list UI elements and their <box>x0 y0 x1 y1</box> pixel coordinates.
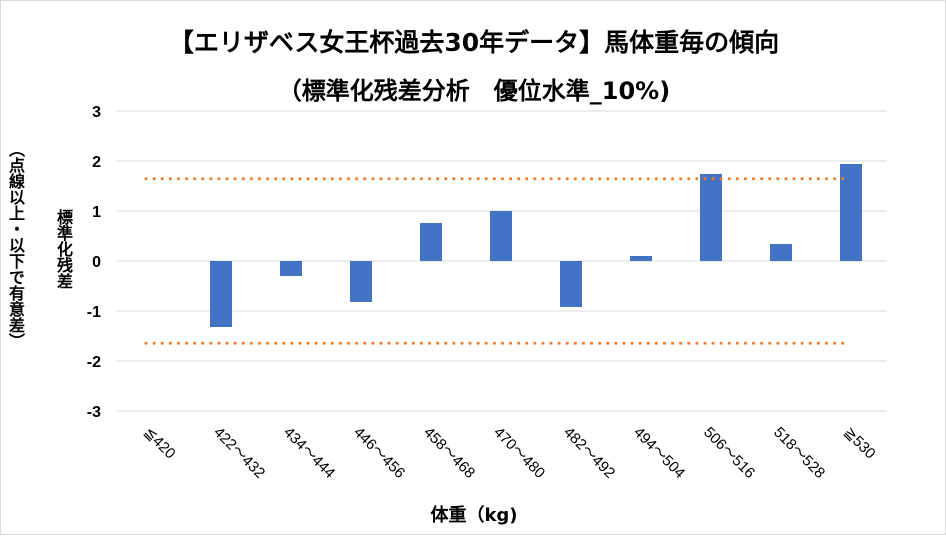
bar <box>280 261 302 276</box>
x-tick-label: 446～456 <box>350 424 408 482</box>
y-tick-label: -2 <box>87 354 101 371</box>
bar <box>770 244 792 261</box>
chart-title: 【エリザベス女王杯過去30年データ】馬体重毎の傾向 <box>168 28 780 57</box>
bar <box>490 211 512 261</box>
bar <box>700 174 722 261</box>
y-tick-label: -3 <box>87 404 101 421</box>
x-tick-label: 506～516 <box>700 424 758 482</box>
y-tick-label: 3 <box>92 104 101 121</box>
x-tick-label: 482～492 <box>560 424 618 482</box>
y-axis-label: 標準化残差 <box>54 209 73 289</box>
x-tick-label: 434～444 <box>280 424 338 482</box>
x-tick-label: 494～504 <box>630 424 688 482</box>
x-tick-label: 470～480 <box>490 424 548 482</box>
bar <box>560 261 582 307</box>
chart-subtitle: （標準化残差分析 優位水準_10%) <box>277 77 671 105</box>
x-axis-label: 体重（kg) <box>430 505 518 526</box>
y-axis-note: （点線以上・以下で有意差） <box>6 141 25 349</box>
x-tick-label: ≦420 <box>140 424 179 463</box>
x-tick-label: 518～528 <box>770 424 828 482</box>
bar <box>350 261 372 302</box>
y-tick-label: 1 <box>92 204 101 221</box>
bar <box>840 164 862 261</box>
y-tick-label: 0 <box>92 254 101 271</box>
x-tick-label: 458～468 <box>420 424 478 482</box>
x-tick-label: 422～432 <box>210 424 268 482</box>
bar <box>630 256 652 261</box>
bar <box>210 261 232 327</box>
y-tick-label: 2 <box>92 154 101 171</box>
bar <box>420 223 442 261</box>
x-tick-label: ≧530 <box>840 424 879 463</box>
y-tick-label: -1 <box>87 304 101 321</box>
